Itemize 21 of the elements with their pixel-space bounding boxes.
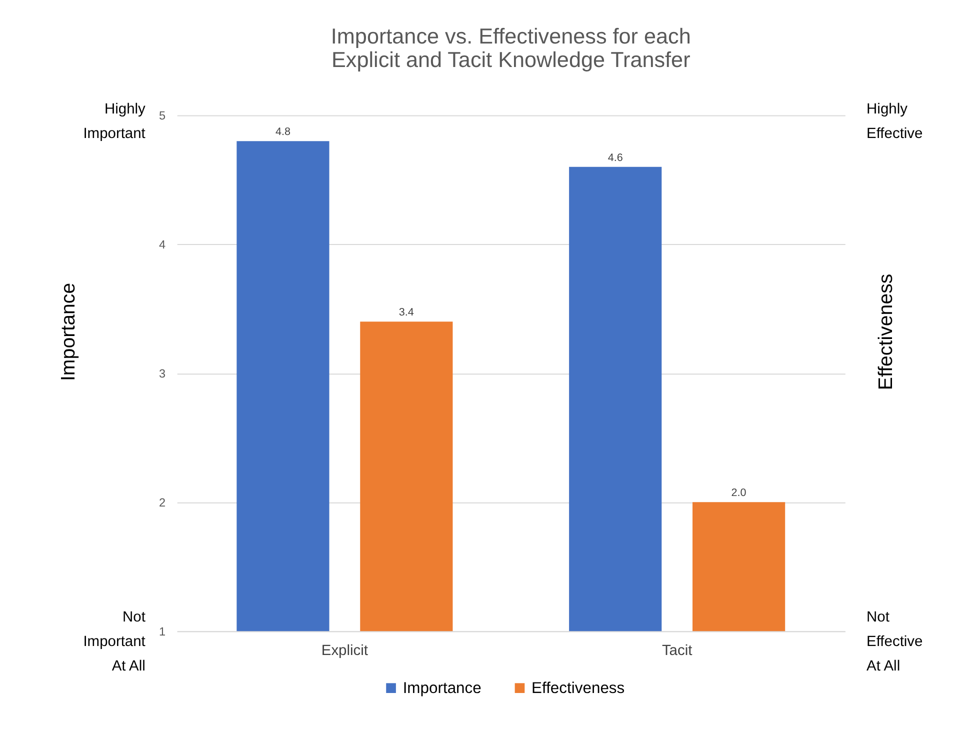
- x-tick-label: Explicit: [321, 643, 368, 660]
- legend-label: Effectiveness: [532, 680, 625, 697]
- y-tick-label: 5: [159, 110, 166, 123]
- y-tick-label: 2: [159, 496, 166, 510]
- data-label: 3.4: [398, 306, 414, 319]
- data-label: 4.8: [275, 126, 290, 138]
- data-label: 4.6: [608, 152, 623, 164]
- text: Not Effective At All: [866, 609, 923, 674]
- y-tick-label: 1: [159, 626, 166, 639]
- y-axis-title: Importance: [58, 282, 80, 382]
- text: Highly Effective: [866, 101, 923, 142]
- text: Not Important At All: [83, 609, 146, 674]
- text: Explicit and Tacit Knowledge Transfer: [332, 47, 690, 72]
- text: Importance vs. Effectiveness for each: [330, 24, 691, 49]
- y-tick-label: 4: [159, 238, 166, 252]
- text: Highly Important: [83, 101, 146, 142]
- y2-axis-title: Effectiveness: [875, 274, 898, 390]
- x-tick-label: Tacit: [662, 643, 692, 660]
- legend-label: Importance: [402, 680, 482, 697]
- data-label: 2.0: [731, 487, 746, 500]
- y-tick-label: 3: [159, 368, 166, 381]
